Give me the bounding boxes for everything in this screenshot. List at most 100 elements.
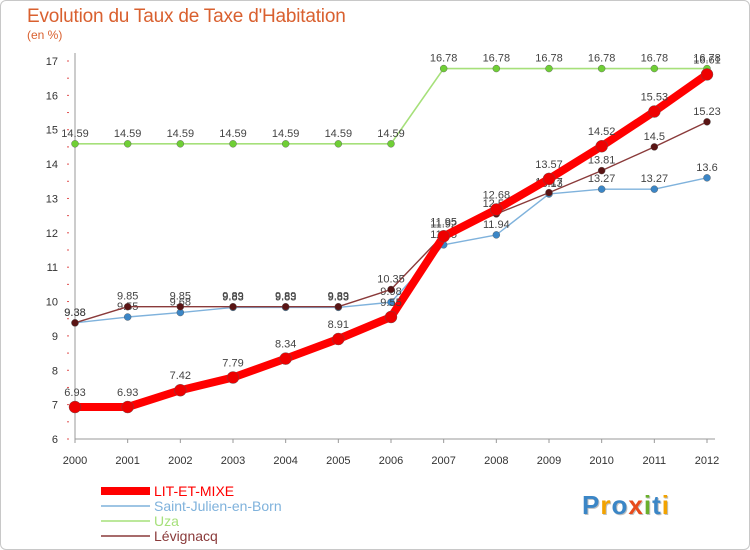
x-tick-label: 2004: [273, 455, 297, 467]
data-point: [650, 64, 659, 73]
data-point: [490, 203, 503, 216]
data-label: 10.35: [377, 274, 405, 286]
x-tick-label: 2003: [221, 455, 245, 467]
data-label: 9.55: [380, 297, 401, 309]
y-tick-label: 9: [52, 331, 58, 343]
y-tick-label: 17: [46, 56, 58, 68]
data-label: 12.68: [483, 189, 511, 201]
data-label: 13.27: [588, 173, 616, 185]
data-point: [279, 352, 292, 365]
data-label: 7.42: [170, 370, 191, 382]
data-label: 14.59: [114, 128, 142, 140]
proxiti-logo: Proxiti: [582, 490, 670, 521]
data-label: 16.78: [588, 53, 616, 65]
data-label: 14.59: [61, 128, 89, 140]
data-label: 9.38: [64, 307, 85, 319]
series-line: [71, 70, 711, 412]
logo-letter: r: [600, 490, 612, 520]
logo-letter: o: [611, 490, 629, 520]
data-label: 9.85: [117, 291, 138, 303]
data-label: 11.94: [483, 219, 510, 231]
data-label: 6.93: [64, 387, 85, 399]
legend-label: Lévignacq: [154, 528, 218, 544]
data-label: 14.59: [272, 128, 300, 140]
data-label: 8.91: [328, 319, 349, 331]
data-label: 14.59: [325, 128, 353, 140]
x-tick-label: 2006: [379, 455, 403, 467]
data-point: [650, 143, 659, 151]
logo-letter: i: [661, 490, 670, 520]
x-tick-label: 2005: [326, 455, 350, 467]
data-label: 15.53: [641, 92, 669, 104]
legend-label: LIT-ET-MIXE: [154, 483, 234, 499]
data-point: [332, 332, 345, 346]
data-point: [595, 140, 608, 153]
logo-letter: i: [643, 490, 653, 520]
data-label: 14.52: [588, 126, 616, 138]
logo-letter: t: [652, 490, 662, 520]
x-tick-label: 2011: [643, 455, 667, 467]
data-label: 9.83: [275, 291, 296, 303]
data-point: [334, 140, 343, 148]
data-label: 8.34: [275, 339, 296, 351]
data-point: [176, 140, 185, 148]
x-tick-label: 2012: [695, 455, 719, 467]
y-tick-label: 10: [46, 297, 58, 309]
data-label: 6.93: [117, 387, 138, 399]
data-label: 9.38: [64, 307, 85, 319]
data-point: [439, 64, 448, 73]
data-label: 14.59: [167, 128, 195, 140]
data-label: 11.95: [430, 216, 457, 228]
data-point: [545, 188, 553, 197]
data-label: 13.81: [588, 155, 616, 167]
data-label: 9.89: [275, 291, 296, 303]
legend-label: Uza: [154, 513, 179, 529]
data-point: [334, 303, 343, 311]
data-point: [384, 310, 398, 324]
chart-subtitle: (en %): [27, 28, 63, 42]
logo-letter: P: [582, 490, 601, 520]
data-label: 9.89: [328, 291, 349, 303]
data-label: 13.57: [535, 159, 563, 171]
data-label: 16.78: [693, 53, 721, 65]
data-label: 9.68: [170, 297, 191, 309]
data-label: 13.27: [641, 173, 669, 185]
data-point: [229, 140, 237, 148]
data-label: 16.78: [641, 53, 669, 65]
data-label: 16.61: [693, 54, 721, 66]
x-tick-label: 2009: [537, 455, 561, 467]
data-label: 9.83: [328, 291, 349, 303]
data-label: 7.79: [222, 357, 243, 369]
y-tick-label: 15: [46, 125, 58, 137]
data-point: [492, 231, 501, 239]
data-point: [71, 140, 79, 148]
data-label: 13.6: [696, 162, 717, 174]
data-point: [545, 64, 553, 73]
data-point: [229, 303, 237, 311]
x-tick-label: 2008: [484, 455, 508, 467]
data-label: 9.83: [222, 291, 243, 303]
data-point: [597, 64, 606, 73]
data-point: [650, 185, 659, 193]
data-label: 16.78: [430, 53, 458, 65]
data-point: [123, 313, 132, 321]
data-point: [121, 400, 134, 414]
data-point: [387, 298, 395, 306]
data-label: 14.59: [377, 128, 405, 140]
data-point: [71, 319, 79, 327]
data-point: [648, 105, 661, 118]
data-point: [226, 371, 240, 384]
data-label: 14.5: [644, 131, 665, 143]
data-point: [700, 68, 714, 81]
y-tick-label: 14: [46, 159, 58, 171]
data-point: [387, 285, 395, 294]
y-tick-label: 11: [47, 262, 58, 274]
data-point: [68, 400, 82, 414]
data-point: [174, 384, 187, 397]
data-point: [281, 303, 290, 311]
data-point: [281, 140, 290, 148]
data-label: 11.92: [430, 219, 457, 231]
data-point: [387, 140, 395, 148]
